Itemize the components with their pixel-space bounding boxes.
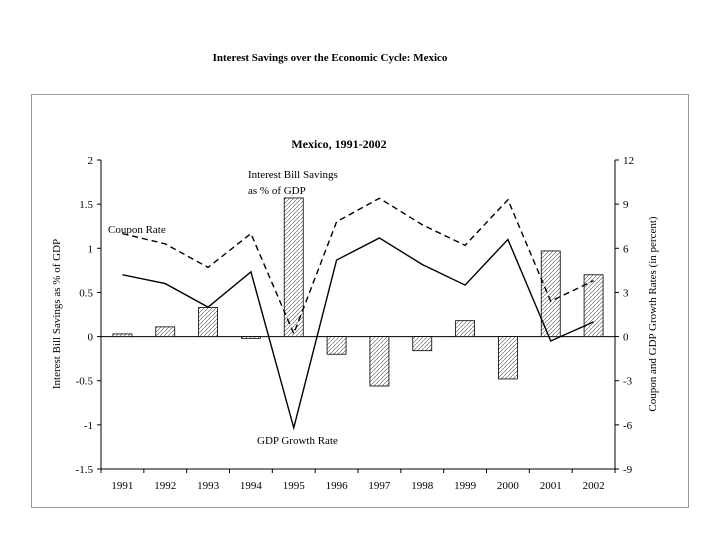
axes: 2 1.5 1 0.5 0 -0.5 -1 -1.5 12 9 6 3 0 -3 -6 -9 1991 1992 1… [76, 155, 634, 492]
page-title: Interest Savings over the Economic Cycle… [212, 52, 448, 64]
y-tick-label-left: -0.5 [76, 376, 94, 388]
gdp-growth-annotation: GDP Growth Rate [257, 435, 338, 447]
bar [412, 336, 433, 352]
bar [455, 320, 475, 337]
y-tick-label-left: 1.5 [79, 199, 93, 211]
y-tick-label-left: 1 [88, 243, 94, 255]
line-series [122, 197, 594, 431]
bar [369, 336, 390, 387]
x-tick-label: 1991 [111, 480, 133, 492]
y-tick-label-right: 12 [623, 155, 634, 167]
annotations: Interest Bill Savings as % of GDP Coupon… [108, 169, 338, 447]
bars-annotation-line2: as % of GDP [248, 185, 306, 197]
bar [198, 307, 218, 337]
x-tick-label: 1992 [154, 480, 176, 492]
y-tick-label-right: 9 [623, 199, 629, 211]
y-tick-label-right: -3 [623, 376, 633, 388]
y-tick-label-left: 0.5 [79, 287, 93, 299]
bar [155, 326, 176, 337]
y-axis-left-label: Interest Bill Savings as % of GDP [51, 239, 63, 389]
x-tick-label: 1997 [368, 480, 391, 492]
coupon-rate-annotation: Coupon Rate [108, 224, 166, 236]
x-tick-label: 1996 [326, 480, 349, 492]
y-tick-label-left: -1 [84, 420, 93, 432]
coupon-rate-line [122, 197, 594, 336]
y-tick-label-right: 0 [623, 332, 629, 344]
y-axis-right-label: Coupon and GDP Growth Rates (in percent) [647, 216, 659, 411]
chart-frame [31, 94, 689, 508]
y-tick-label-right: -9 [623, 464, 633, 476]
gdp-growth-line [122, 237, 594, 431]
x-tick-label: 2002 [583, 480, 605, 492]
bar [112, 333, 133, 337]
y-tick-label-right: 3 [623, 287, 629, 299]
x-tick-label: 1998 [411, 480, 434, 492]
bar [498, 336, 518, 380]
y-tick-label-left: 0 [88, 332, 94, 344]
y-tick-label-left: 2 [88, 155, 94, 167]
y-tick-label-right: -6 [623, 420, 633, 432]
bar-series [112, 197, 604, 387]
bar [326, 336, 347, 355]
bar [241, 336, 261, 339]
x-tick-label: 1994 [240, 480, 263, 492]
bars-annotation-line1: Interest Bill Savings [248, 169, 338, 181]
y-tick-label-left: -1.5 [76, 464, 94, 476]
x-tick-label: 2000 [497, 480, 520, 492]
bar [540, 250, 561, 337]
y-tick-label-right: 6 [623, 243, 629, 255]
x-tick-label: 2001 [540, 480, 562, 492]
chart-title: Mexico, 1991-2002 [291, 137, 386, 151]
x-tick-label: 1999 [454, 480, 477, 492]
bar [283, 197, 304, 337]
x-tick-label: 1993 [197, 480, 220, 492]
bar [583, 274, 604, 337]
x-tick-label: 1995 [283, 480, 306, 492]
